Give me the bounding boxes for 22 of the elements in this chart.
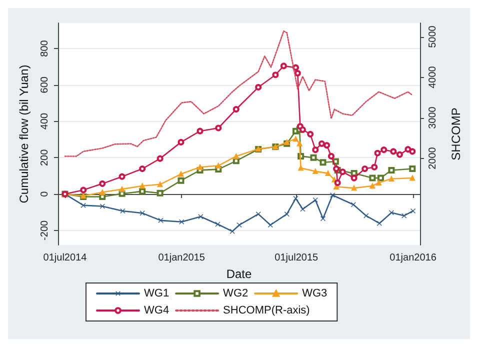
x-tick-label: 01jan2015 <box>158 252 206 264</box>
x-axis-title: Date <box>226 266 252 281</box>
y-tick-label: 0 <box>40 190 50 197</box>
legend-label: WG2 <box>223 288 248 300</box>
legend-label: WG3 <box>302 288 328 300</box>
y2-tick-label: 3000 <box>428 106 438 129</box>
y2-tick-label: 4000 <box>428 66 438 88</box>
y-tick-label: 600 <box>40 76 50 94</box>
x-tick-label: 01jul2015 <box>274 252 318 264</box>
y-tick-label: -200 <box>40 220 50 240</box>
y2-tick-label: 5000 <box>428 25 438 48</box>
y2-tick-label: 2000 <box>428 146 438 170</box>
y-tick-label: 200 <box>40 148 50 166</box>
x-tick-label: 01jul2014 <box>43 252 88 264</box>
legend-label: SHCOMP(R-axis) <box>223 304 310 316</box>
y-tick-label: 400 <box>40 112 50 130</box>
legend-label: WG4 <box>144 304 170 316</box>
legend-label: WG1 <box>144 288 170 300</box>
y2-axis-title: SHCOMP <box>449 108 463 160</box>
x-tick-label: 01jan2016 <box>390 252 437 264</box>
y-axis-title: Cumulative flow (bil Yuan) <box>17 64 31 204</box>
y-tick-label: 800 <box>40 40 50 57</box>
